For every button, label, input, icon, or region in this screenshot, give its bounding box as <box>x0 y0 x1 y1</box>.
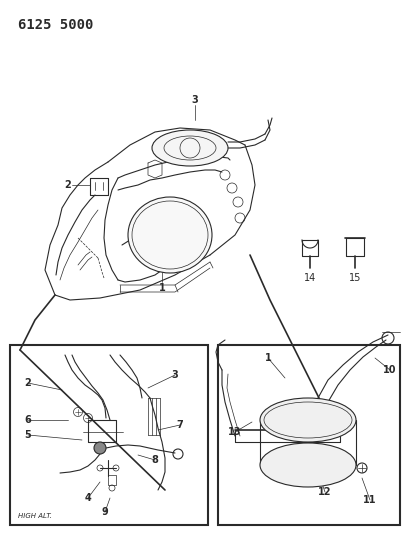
Text: 12: 12 <box>318 487 332 497</box>
Text: 3: 3 <box>192 95 198 105</box>
Text: 14: 14 <box>304 273 316 283</box>
Text: 5: 5 <box>24 430 31 440</box>
Text: 9: 9 <box>102 507 109 517</box>
Text: 1: 1 <box>265 353 271 363</box>
Text: 6: 6 <box>24 415 31 425</box>
Ellipse shape <box>260 443 356 487</box>
Text: 7: 7 <box>177 420 183 430</box>
Text: 6125 5000: 6125 5000 <box>18 18 93 32</box>
Text: 2: 2 <box>64 180 71 190</box>
Text: HIGH ALT.: HIGH ALT. <box>18 513 52 519</box>
Text: 11: 11 <box>363 495 377 505</box>
Text: 4: 4 <box>84 493 91 503</box>
Text: 8: 8 <box>151 455 158 465</box>
Ellipse shape <box>152 130 228 166</box>
Text: 3: 3 <box>172 370 178 380</box>
Ellipse shape <box>128 197 212 273</box>
Text: 1: 1 <box>159 283 165 293</box>
Bar <box>218 345 400 525</box>
Bar <box>10 345 208 525</box>
Text: 2: 2 <box>24 378 31 388</box>
Text: 10: 10 <box>383 365 397 375</box>
Text: 15: 15 <box>349 273 361 283</box>
Text: 13: 13 <box>228 427 242 437</box>
Circle shape <box>94 442 106 454</box>
Ellipse shape <box>260 398 356 442</box>
